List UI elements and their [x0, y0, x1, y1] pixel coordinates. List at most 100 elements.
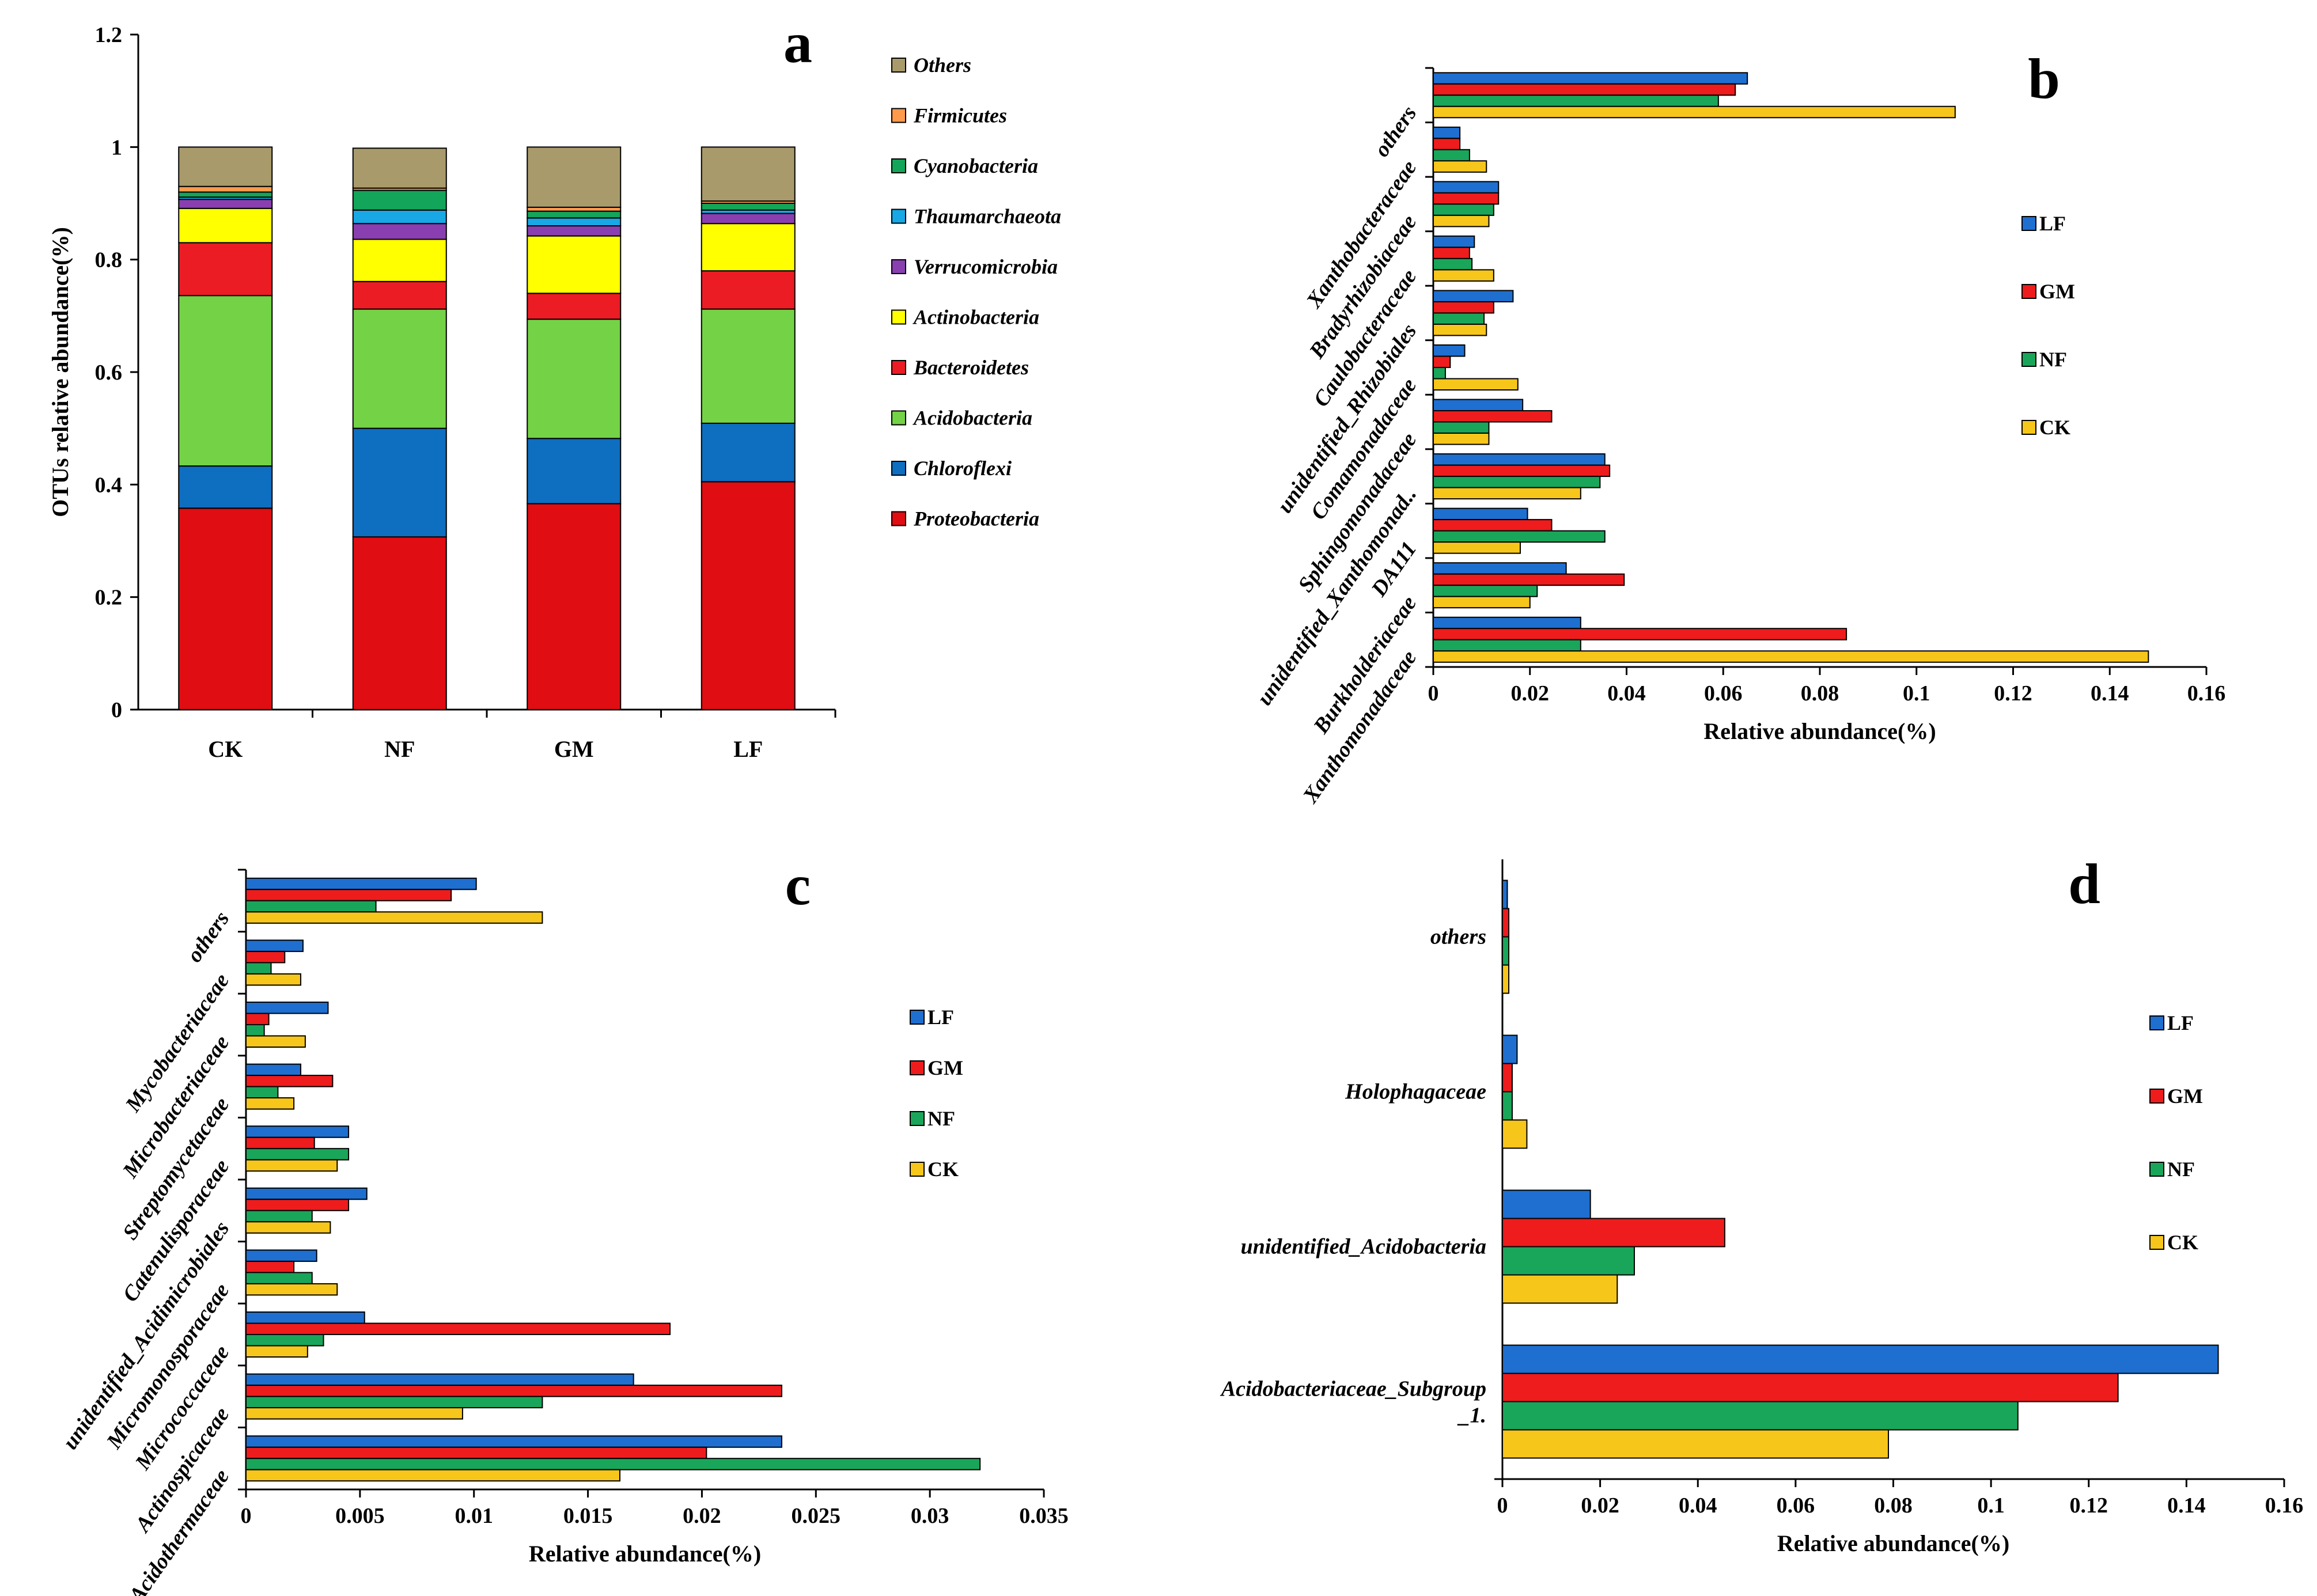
legend-label-lf: LF [2039, 212, 2066, 235]
bar-unidentified-xanthomonad-gm [1433, 464, 1611, 477]
legend-label-bacteroidetes: Bacteroidetes [913, 356, 1029, 379]
bar-mycobacteriaceae-gm [245, 950, 286, 964]
x-tick-label-lf: LF [733, 736, 763, 762]
legend-label-acidobacteria: Acidobacteria [913, 407, 1032, 430]
legend-label-proteobacteria: Proteobacteria [913, 507, 1039, 530]
bar-burkholderiaceae-nf [1433, 585, 1538, 597]
bar-segment-nf-cyanobacteria [352, 189, 447, 211]
bar-segment-gm-others [527, 146, 622, 208]
bar-catenulisporaceae-gm [245, 1136, 315, 1150]
bar-actinospicaceae-nf [245, 1396, 543, 1409]
bar-segment-gm-verrucomicrobia [527, 225, 622, 237]
bar-actinospicaceae-ck [245, 1407, 463, 1420]
bar-segment-lf-chloroflexi [701, 422, 796, 483]
bar-unidentified-acidimicrobiales-nf [245, 1210, 313, 1223]
bar-unidentified-acidimicrobiales-lf [245, 1187, 368, 1200]
legend-swatch-gm [910, 1060, 925, 1075]
x-tick-label: 0.14 [2091, 681, 2129, 706]
bar-segment-gm-acidobacteria [527, 319, 622, 439]
bar-comamonadaceae-lf [1433, 344, 1466, 357]
bar-segment-nf-chloroflexi [352, 427, 447, 538]
bar-microbacteriaceae-ck [245, 1035, 306, 1048]
legend-swatch-ck [2021, 420, 2036, 435]
x-tick-label: 0.08 [1874, 1493, 1913, 1518]
legend-swatch-others [891, 58, 906, 73]
y-tick-label: 0.2 [95, 586, 123, 610]
bar-caulobacteraceae-lf [1433, 235, 1475, 248]
bar-others-ck [1502, 964, 1510, 994]
panel-label-c: c [785, 853, 811, 917]
bar-mycobacteriaceae-nf [245, 962, 272, 975]
bar-segment-gm-firmicutes [527, 206, 622, 212]
bar-unidentified-acidobacteria-nf [1502, 1246, 1635, 1276]
bar-segment-nf-verrucomicrobia [352, 223, 447, 240]
bar-holophagaceae-ck [1502, 1119, 1528, 1149]
x-tick-label: 0.005 [335, 1504, 385, 1528]
x-tick-label: 0 [1428, 681, 1439, 706]
x-tick-label: 0.02 [1581, 1493, 1619, 1518]
bar-unidentified-acidimicrobiales-gm [245, 1199, 350, 1211]
x-tick-label: 0.06 [1704, 681, 1743, 706]
y-category-label-holophagaceae: Holophagaceae [1345, 1080, 1486, 1104]
bar-micrococcaceae-ck [245, 1345, 308, 1358]
bar-segment-gm-bacteroidetes [527, 293, 622, 320]
bar-others-gm [1433, 83, 1736, 96]
x-tick-label: 0.06 [1777, 1493, 1815, 1518]
bar-others-gm [1502, 908, 1510, 938]
bar-others-nf [245, 900, 377, 913]
x-axis-title: Relative abundance(%) [1703, 718, 1936, 744]
bar-holophagaceae-lf [1502, 1034, 1518, 1064]
legend-swatch-actinobacteria [891, 309, 906, 325]
legend-swatch-firmicutes [891, 108, 906, 123]
y-tick-label: 0.8 [95, 248, 123, 272]
legend-label-gm: GM [927, 1056, 963, 1079]
legend-swatch-chloroflexi [891, 461, 906, 476]
bar-micrococcaceae-gm [245, 1322, 671, 1335]
panel-c-horizontal-bar-chart: 0 0.005 0.01 0.015 0.02 0.025 0.03 0.035 Relativ… [58, 853, 1069, 1596]
legend-label-lf: LF [2167, 1011, 2194, 1034]
legend-label-ck: CK [2039, 416, 2070, 439]
legend-swatch-nf [2021, 352, 2036, 367]
panel-label-d: d [2068, 852, 2100, 916]
x-tick-label: 0.14 [2167, 1493, 2206, 1518]
x-tick-label: 0.12 [2070, 1493, 2108, 1518]
bar-micromonosporaceae-gm [245, 1260, 295, 1273]
bar-unidentified-rhizobiales-ck [1433, 323, 1487, 336]
legend-swatch-gm [2021, 284, 2036, 299]
bar-others-gm [245, 889, 452, 901]
x-tick-label: 0.1 [1977, 1493, 2005, 1518]
x-tick-label: 0 [241, 1504, 252, 1528]
bar-holophagaceae-gm [1502, 1063, 1513, 1093]
bar-microbacteriaceae-lf [245, 1002, 329, 1014]
bar-comamonadaceae-ck [1433, 378, 1519, 391]
bar-segment-lf-verrucomicrobia [701, 213, 796, 225]
bar-microbacteriaceae-nf [245, 1024, 265, 1037]
legend-label-ck: CK [927, 1158, 959, 1181]
legend-label-nf: NF [2167, 1158, 2195, 1181]
bar-xanthobacteraceae-nf [1433, 149, 1470, 162]
legend-label-firmicutes: Firmicutes [913, 104, 1007, 127]
bar-streptomycetaceae-ck [245, 1097, 295, 1110]
x-tick-label: 0.16 [2265, 1493, 2304, 1518]
bar-xanthomonadaceae-nf [1433, 639, 1581, 652]
bar-catenulisporaceae-ck [245, 1159, 338, 1172]
bar-acidothermaceae-nf [245, 1458, 981, 1470]
legend-label-ck: CK [2167, 1231, 2198, 1254]
legend-swatch-proteobacteria [891, 511, 906, 526]
y-category-label-acidobacteriaceae-subgroup-1: Acidobacteriaceae_Subgroup [1220, 1377, 1486, 1401]
bar-burkholderiaceae-gm [1433, 573, 1625, 586]
bar-segment-ck-bacteroidetes [178, 242, 273, 297]
bar-unidentified-xanthomonad-lf [1433, 453, 1606, 466]
legend-label-gm: GM [2167, 1085, 2203, 1108]
bar-bradyrhizobiaceae-gm [1433, 192, 1500, 205]
bar-sphingomonadaceae-lf [1433, 399, 1524, 412]
x-tick-label: 0 [1497, 1493, 1508, 1518]
bar-mycobacteriaceae-lf [245, 939, 304, 952]
bar-acidothermaceae-lf [245, 1435, 782, 1448]
x-tick-label-nf: NF [384, 736, 415, 762]
bar-sphingomonadaceae-gm [1433, 410, 1553, 423]
bar-segment-nf-others [352, 147, 447, 189]
bar-others-nf [1433, 94, 1719, 107]
bar-unidentified-acidimicrobiales-ck [245, 1221, 331, 1234]
